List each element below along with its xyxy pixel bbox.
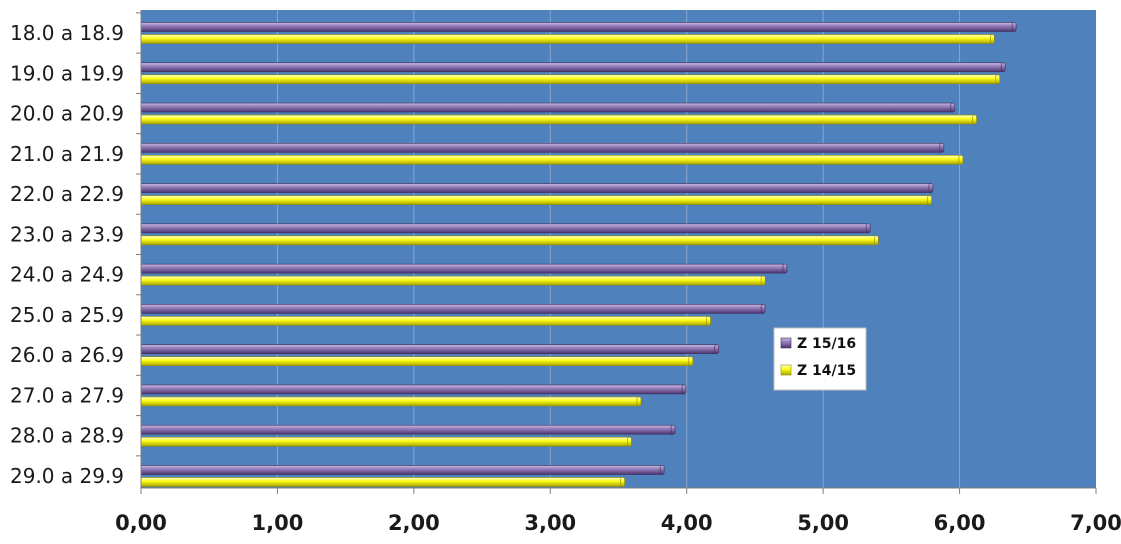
x-tick-label: 7,00	[1070, 511, 1121, 535]
bar-z-15-16	[140, 465, 663, 475]
bar-end-cap	[950, 102, 956, 113]
x-axis: 0,00 1,00 2,00 3,00 4,00 5,00 6,00 7,00	[115, 10, 1121, 535]
bar-end-cap	[972, 114, 977, 125]
bar-z-15-16	[140, 304, 764, 314]
bar-z-15-16	[140, 384, 685, 395]
bar-z-15-16	[140, 102, 954, 113]
bar-z-15-16	[140, 62, 1004, 73]
category-label: 24.0 a 24.9	[10, 263, 124, 287]
bar-end-cap	[688, 356, 694, 366]
bar-end-cap	[990, 34, 995, 44]
bar-end-cap	[874, 235, 879, 246]
bar-z-14-15	[140, 155, 962, 165]
bar-end-cap	[927, 195, 932, 205]
bar-z-14-15	[140, 275, 764, 286]
bar-end-cap	[865, 223, 871, 234]
x-tick-label: 0,00	[115, 511, 167, 535]
bar-z-15-16	[140, 263, 786, 274]
legend-label: Z 15/16	[797, 336, 856, 352]
bar-end-cap	[659, 465, 665, 475]
bar-end-cap	[627, 436, 632, 447]
bar-z-14-15	[140, 436, 630, 447]
bar-end-cap	[928, 183, 934, 193]
category-label: 29.0 a 29.9	[10, 464, 124, 488]
category-label: 22.0 a 22.9	[10, 182, 124, 206]
x-tick-label: 5,00	[797, 511, 849, 535]
bars	[140, 22, 1017, 487]
bar-end-cap	[958, 155, 964, 165]
category-label: 26.0 a 26.9	[10, 343, 124, 367]
plot-area	[141, 10, 1096, 488]
bar-z-14-15	[140, 477, 623, 487]
bar-z-15-16	[140, 223, 869, 234]
bar-z-14-15	[140, 356, 692, 366]
bar-z-14-15	[140, 396, 640, 407]
category-label: 21.0 a 21.9	[10, 142, 124, 166]
bar-end-cap	[714, 344, 720, 354]
bar-end-cap	[760, 304, 766, 314]
bar-z-15-16	[140, 143, 943, 153]
legend-label: Z 14/15	[797, 363, 856, 379]
bar-end-cap	[706, 316, 711, 326]
bar-z-14-15	[140, 235, 877, 246]
bar-end-cap	[760, 275, 766, 286]
x-tick-label: 6,00	[934, 511, 986, 535]
legend-swatch	[780, 337, 792, 349]
bar-z-14-15	[140, 74, 999, 85]
bar-end-cap	[681, 384, 687, 395]
bar-end-cap	[636, 396, 642, 407]
category-label: 23.0 a 23.9	[10, 222, 124, 246]
bar-z-14-15	[140, 316, 709, 326]
bar-z-14-15	[140, 114, 975, 125]
bar-end-cap	[670, 424, 676, 435]
legend: Z 15/16 Z 14/15	[773, 327, 867, 391]
bar-end-cap	[1000, 62, 1006, 73]
bar-end-cap	[1011, 22, 1017, 32]
bar-end-cap	[782, 263, 788, 274]
bar-z-15-16	[140, 183, 932, 193]
x-tick-label: 2,00	[388, 511, 440, 535]
x-tick-label: 3,00	[524, 511, 576, 535]
category-labels: 18.0 a 18.9 19.0 a 19.9 20.0 a 20.9 21.0 a …	[10, 21, 124, 488]
bar-z-14-15	[140, 195, 930, 205]
bar-z-14-15	[140, 34, 993, 44]
bar-end-cap	[620, 477, 625, 487]
bar-z-15-16	[140, 344, 718, 354]
category-label: 28.0 a 28.9	[10, 424, 124, 448]
bar-end-cap	[995, 74, 1001, 85]
x-tick-label: 1,00	[252, 511, 304, 535]
category-label: 20.0 a 20.9	[10, 102, 124, 126]
category-label: 25.0 a 25.9	[10, 303, 124, 327]
bar-z-15-16	[140, 22, 1015, 32]
category-label: 18.0 a 18.9	[10, 21, 124, 45]
gridlines	[276, 10, 961, 488]
category-label: 27.0 a 27.9	[10, 383, 124, 407]
bar-z-15-16	[140, 424, 674, 435]
legend-swatch	[780, 364, 792, 376]
bar-end-cap	[939, 143, 945, 153]
category-label: 19.0 a 19.9	[10, 61, 124, 85]
x-tick-label: 4,00	[661, 511, 713, 535]
